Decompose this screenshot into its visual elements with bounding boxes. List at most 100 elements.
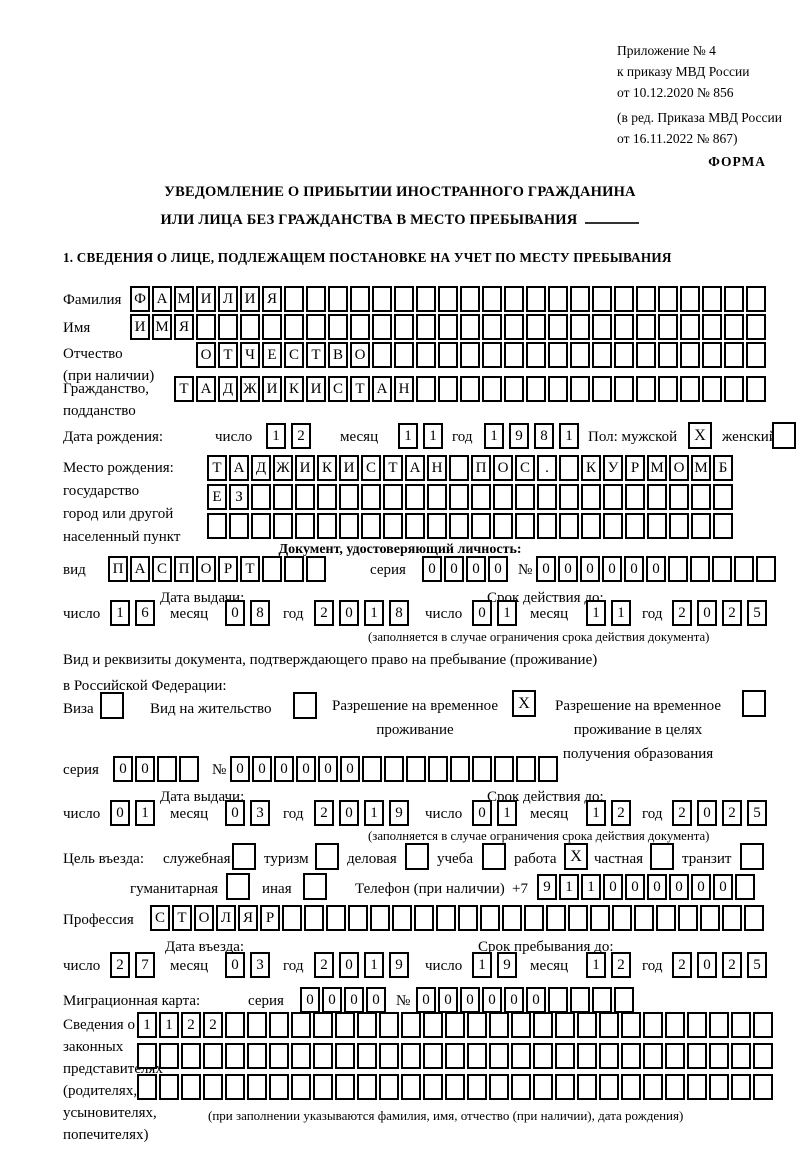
- char-box[interactable]: 0: [110, 800, 130, 826]
- char-box[interactable]: [181, 1074, 201, 1100]
- char-box[interactable]: [328, 314, 348, 340]
- char-box[interactable]: 1: [159, 1012, 179, 1038]
- char-box[interactable]: [687, 1012, 707, 1038]
- char-box[interactable]: П: [108, 556, 128, 582]
- char-box[interactable]: [702, 286, 722, 312]
- char-box[interactable]: 1: [266, 423, 286, 449]
- char-box[interactable]: [744, 905, 764, 931]
- char-box[interactable]: [643, 1012, 663, 1038]
- char-box[interactable]: [394, 314, 414, 340]
- char-box[interactable]: [317, 484, 337, 510]
- char-box[interactable]: [678, 905, 698, 931]
- char-box[interactable]: А: [229, 455, 249, 481]
- char-box[interactable]: [218, 314, 238, 340]
- char-box[interactable]: [438, 286, 458, 312]
- char-box[interactable]: [592, 987, 612, 1013]
- char-box[interactable]: [379, 1012, 399, 1038]
- char-box[interactable]: Ж: [240, 376, 260, 402]
- char-box[interactable]: [493, 513, 513, 539]
- char-box[interactable]: [372, 342, 392, 368]
- char-box[interactable]: [372, 314, 392, 340]
- char-box[interactable]: 0: [466, 556, 486, 582]
- char-box[interactable]: [559, 455, 579, 481]
- char-box[interactable]: О: [493, 455, 513, 481]
- checkbox-study[interactable]: [482, 843, 506, 870]
- char-box[interactable]: [680, 342, 700, 368]
- char-box[interactable]: [489, 1074, 509, 1100]
- char-box[interactable]: [383, 484, 403, 510]
- char-box[interactable]: [394, 342, 414, 368]
- char-box[interactable]: [306, 314, 326, 340]
- char-box[interactable]: [179, 756, 199, 782]
- char-box[interactable]: 0: [646, 556, 666, 582]
- char-box[interactable]: [614, 376, 634, 402]
- char-box[interactable]: [348, 905, 368, 931]
- char-box[interactable]: [460, 314, 480, 340]
- char-box[interactable]: Р: [260, 905, 280, 931]
- char-box[interactable]: 0: [366, 987, 386, 1013]
- char-box[interactable]: [262, 556, 282, 582]
- char-box[interactable]: [370, 905, 390, 931]
- char-box[interactable]: У: [603, 455, 623, 481]
- char-box[interactable]: 3: [250, 952, 270, 978]
- char-box[interactable]: Р: [625, 455, 645, 481]
- char-box[interactable]: [724, 342, 744, 368]
- char-box[interactable]: [537, 513, 557, 539]
- checkbox-male[interactable]: X: [688, 422, 712, 449]
- char-box[interactable]: .: [537, 455, 557, 481]
- char-box[interactable]: [427, 484, 447, 510]
- char-box[interactable]: [383, 513, 403, 539]
- char-box[interactable]: [350, 286, 370, 312]
- char-box[interactable]: [445, 1074, 465, 1100]
- char-box[interactable]: 2: [314, 600, 334, 626]
- char-box[interactable]: [731, 1043, 751, 1069]
- char-box[interactable]: П: [174, 556, 194, 582]
- char-box[interactable]: [471, 513, 491, 539]
- char-box[interactable]: Ж: [273, 455, 293, 481]
- char-box[interactable]: [494, 756, 514, 782]
- char-box[interactable]: 0: [225, 800, 245, 826]
- char-box[interactable]: Т: [172, 905, 192, 931]
- char-box[interactable]: 2: [314, 800, 334, 826]
- char-box[interactable]: З: [229, 484, 249, 510]
- char-box[interactable]: [515, 484, 535, 510]
- char-box[interactable]: [291, 1012, 311, 1038]
- char-box[interactable]: 0: [472, 600, 492, 626]
- char-box[interactable]: В: [328, 342, 348, 368]
- char-box[interactable]: [555, 1012, 575, 1038]
- char-box[interactable]: [284, 314, 304, 340]
- char-box[interactable]: [753, 1074, 773, 1100]
- char-box[interactable]: С: [150, 905, 170, 931]
- char-box[interactable]: [489, 1012, 509, 1038]
- char-box[interactable]: [691, 484, 711, 510]
- char-box[interactable]: [658, 314, 678, 340]
- char-box[interactable]: 0: [647, 874, 667, 900]
- char-box[interactable]: С: [152, 556, 172, 582]
- char-box[interactable]: 5: [747, 600, 767, 626]
- char-box[interactable]: [590, 905, 610, 931]
- char-box[interactable]: [339, 513, 359, 539]
- char-box[interactable]: 1: [497, 600, 517, 626]
- char-box[interactable]: [516, 756, 536, 782]
- char-box[interactable]: А: [130, 556, 150, 582]
- char-box[interactable]: 1: [497, 800, 517, 826]
- char-box[interactable]: И: [306, 376, 326, 402]
- char-box[interactable]: 0: [230, 756, 250, 782]
- char-box[interactable]: С: [515, 455, 535, 481]
- char-box[interactable]: [636, 286, 656, 312]
- char-box[interactable]: 0: [438, 987, 458, 1013]
- char-box[interactable]: [361, 513, 381, 539]
- char-box[interactable]: [504, 286, 524, 312]
- checkbox-humanitarian[interactable]: [226, 873, 250, 900]
- char-box[interactable]: 0: [225, 952, 245, 978]
- char-box[interactable]: [647, 513, 667, 539]
- char-box[interactable]: 0: [691, 874, 711, 900]
- char-box[interactable]: Ф: [130, 286, 150, 312]
- char-box[interactable]: [284, 286, 304, 312]
- char-box[interactable]: [159, 1043, 179, 1069]
- char-box[interactable]: [445, 1043, 465, 1069]
- char-box[interactable]: Т: [383, 455, 403, 481]
- char-box[interactable]: 0: [580, 556, 600, 582]
- char-box[interactable]: [229, 513, 249, 539]
- char-box[interactable]: [680, 314, 700, 340]
